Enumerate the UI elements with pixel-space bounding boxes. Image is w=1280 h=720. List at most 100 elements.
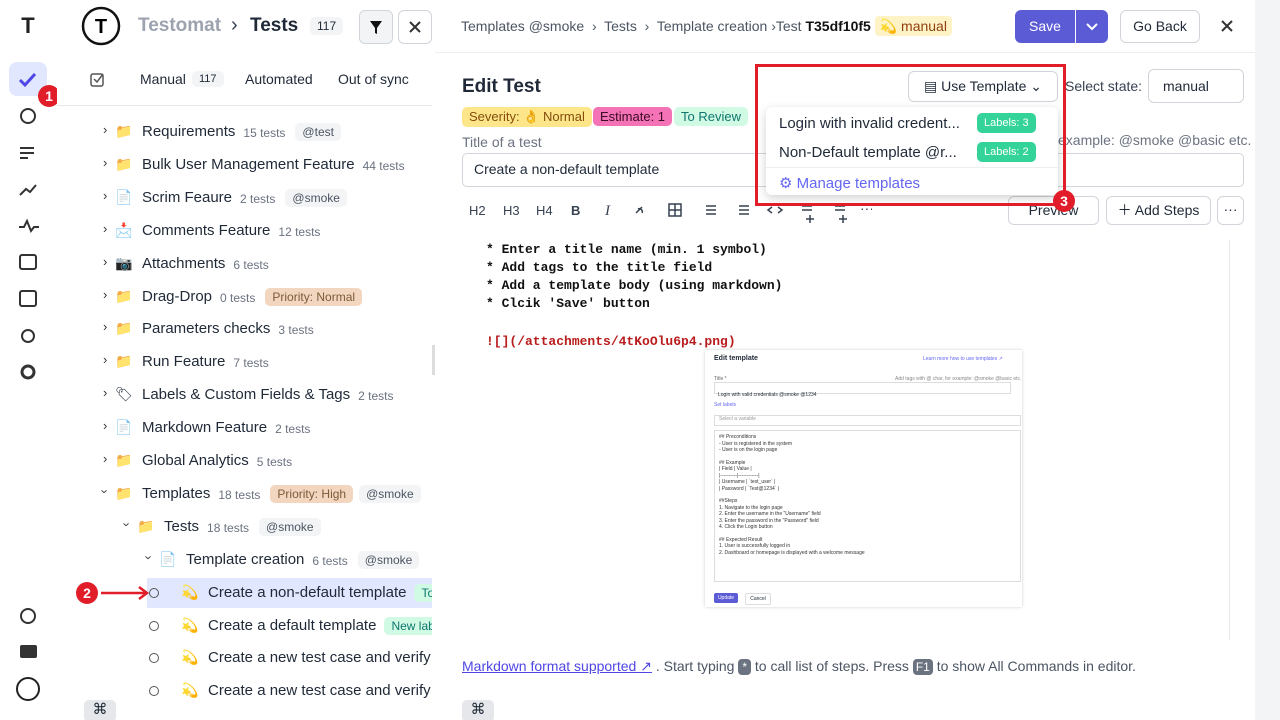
tool-button[interactable]: I	[605, 203, 610, 219]
template-item[interactable]: Non-Default template @r...	[779, 144, 957, 161]
plans-icon[interactable]	[20, 147, 34, 159]
pulse-icon[interactable]	[19, 218, 39, 234]
tree-row[interactable]: › 🏷 Labels & Custom Fields & Tags 2 tests	[57, 385, 432, 407]
import-icon[interactable]	[19, 254, 37, 270]
tree-name[interactable]: Requirements	[142, 123, 236, 140]
tree-name[interactable]: Attachments	[142, 254, 226, 272]
tag[interactable]: Priority: High	[270, 484, 354, 503]
tag[interactable]: To	[414, 583, 432, 602]
state-select[interactable]: manual	[1148, 69, 1244, 103]
chevron[interactable]: ›	[103, 154, 108, 170]
tree-name[interactable]: Bulk User Management Feature	[142, 155, 355, 173]
tree-name[interactable]: Comments Feature	[142, 221, 271, 239]
manage-templates[interactable]: ⚙ Manage templates	[779, 175, 921, 192]
tool-button[interactable]: H2	[469, 203, 486, 218]
tag[interactable]: @smoke	[357, 550, 420, 569]
tree-name[interactable]: Create a new test case and verify	[208, 649, 431, 667]
tree-name[interactable]: Labels & Custom Fields & Tags	[142, 386, 351, 404]
filter-button[interactable]	[359, 10, 393, 44]
tree-name[interactable]: Template creation	[186, 550, 305, 568]
settings-icon[interactable]	[20, 364, 36, 380]
profile-icon[interactable]	[16, 677, 40, 701]
branch-icon[interactable]	[21, 329, 35, 343]
use-template-button[interactable]: ▤ Use Template ⌄	[908, 71, 1058, 102]
tree-row[interactable]: › 📩 Comments Feature 12 tests	[57, 221, 432, 243]
tool-icons[interactable]: ···	[632, 201, 872, 225]
runs-icon[interactable]	[20, 108, 36, 124]
chevron[interactable]: ›	[141, 555, 157, 560]
tree-row[interactable]: › 📷 Attachments 6 tests	[57, 254, 432, 276]
tree-name[interactable]: Create a new test case and verify	[208, 682, 431, 700]
chevron[interactable]: ›	[97, 489, 113, 494]
tree-row[interactable]: › 📁 Parameters checks 3 tests	[57, 319, 432, 341]
crumb[interactable]: Template creation	[656, 18, 768, 34]
tree-row[interactable]: › 📄 Template creation 6 tests @smoke	[57, 550, 432, 572]
tree-row[interactable]: › 📄 Markdown Feature 2 tests	[57, 418, 432, 440]
template-item[interactable]: Login with invalid credent...	[779, 115, 960, 132]
tree-row[interactable]: 💫 Create a new test case and verify	[57, 648, 432, 670]
more-button[interactable]: ···	[1217, 196, 1244, 225]
projects-icon[interactable]	[20, 645, 37, 658]
tree-row[interactable]: 💫 Create a new test case and verify	[57, 681, 432, 703]
close-button[interactable]	[398, 10, 432, 44]
severity-chip[interactable]: Severity: 👌 Normal	[462, 107, 592, 127]
resize-handle[interactable]	[432, 345, 435, 375]
editor[interactable]: * Enter a title name (min. 1 symbol) * Ad…	[486, 242, 1216, 362]
chevron[interactable]: ›	[103, 253, 108, 269]
chevron[interactable]: ›	[103, 122, 108, 137]
crumb[interactable]: Templates @smoke	[461, 18, 585, 34]
crumb[interactable]: Tests	[604, 18, 637, 34]
chevron[interactable]: ›	[103, 220, 108, 236]
chevron[interactable]: ›	[103, 451, 108, 466]
chevron[interactable]: ›	[103, 187, 108, 203]
chevron[interactable]: ›	[119, 522, 135, 527]
save-button[interactable]: Save	[1015, 10, 1075, 43]
tree-name[interactable]: Create a non-default template	[208, 583, 407, 601]
tree-name[interactable]: Tests	[164, 517, 200, 535]
tree-name[interactable]: Scrim Feaure	[142, 188, 233, 206]
analytics-icon[interactable]	[19, 184, 37, 196]
tool-button[interactable]: H4	[536, 203, 553, 218]
go-back-button[interactable]: Go Back	[1120, 10, 1200, 43]
command-key[interactable]: ⌘	[84, 700, 116, 720]
close-icon[interactable]	[1217, 16, 1237, 36]
tree-row[interactable]: › 📁 Tests 18 tests @smoke	[57, 517, 432, 539]
tab[interactable]: Out of sync	[338, 71, 409, 87]
tag[interactable]: @test	[295, 123, 341, 141]
tree-row[interactable]: 💫 Create a non-default template To	[57, 583, 432, 605]
tree-row[interactable]: › 📁 Run Feature 7 tests	[57, 352, 432, 374]
tree-row[interactable]: › 📁 Templates 18 tests Priority: High @smoke	[57, 484, 432, 506]
select-icon[interactable]	[90, 71, 106, 87]
tab[interactable]: Automated	[245, 71, 313, 87]
tree-name[interactable]: Markdown Feature	[142, 419, 268, 437]
tree-row[interactable]: › 📁 Global Analytics 5 tests	[57, 451, 432, 473]
tree-name[interactable]: Drag-Drop	[142, 287, 213, 305]
tree-name[interactable]: Create a default template	[208, 616, 377, 634]
tab[interactable]: Manual	[140, 71, 186, 87]
tool-button[interactable]: H3	[503, 203, 520, 218]
chevron[interactable]: ›	[103, 319, 108, 335]
tag[interactable]: New labe	[384, 616, 432, 635]
brand[interactable]: Testomat	[138, 15, 222, 36]
estimate-chip[interactable]: Estimate: 1	[593, 107, 673, 126]
tool-button[interactable]: B	[571, 203, 581, 218]
tree-name[interactable]: Templates	[142, 484, 211, 502]
markdown-link[interactable]: Markdown format supported ↗	[462, 658, 652, 674]
help-icon[interactable]	[20, 608, 36, 624]
review-chip[interactable]: To Review	[674, 107, 748, 126]
chevron[interactable]: ›	[103, 352, 108, 368]
tag[interactable]: @smoke	[359, 484, 421, 503]
tree-row[interactable]: › 📁 Bulk User Management Feature 44 tests	[57, 155, 432, 177]
reports-icon[interactable]	[19, 290, 37, 307]
save-menu[interactable]	[1076, 10, 1108, 43]
tag[interactable]: @smoke	[259, 517, 321, 536]
chevron[interactable]: ›	[103, 418, 108, 434]
tree-row[interactable]: › 📁 Requirements 15 tests @test	[57, 122, 432, 144]
tag[interactable]: @smoke	[285, 188, 347, 207]
active-nav[interactable]	[9, 62, 47, 96]
tree-name[interactable]: Run Feature	[142, 353, 226, 371]
chevron[interactable]: ›	[103, 286, 108, 302]
tree-name[interactable]: Parameters checks	[142, 320, 271, 338]
chevron[interactable]: ›	[103, 385, 108, 401]
tree-row[interactable]: › 📄 Scrim Feaure 2 tests @smoke	[57, 188, 432, 210]
